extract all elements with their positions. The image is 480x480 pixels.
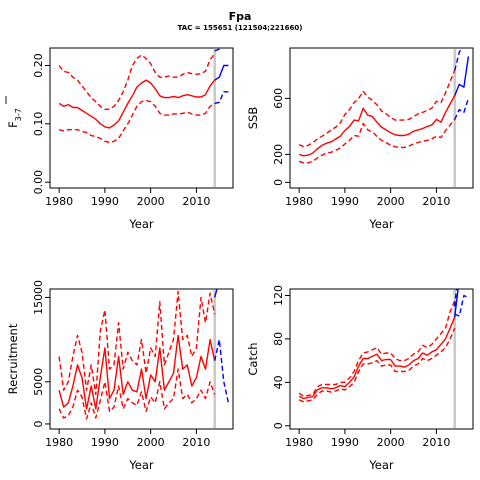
historic-upper-line [58,53,216,111]
x-tick-label: 2000 [377,195,405,208]
historic-upper-line [298,70,456,148]
historic-median-line [58,79,216,129]
x-tick-label: 2000 [137,195,165,208]
forecast-median-line [454,289,459,318]
x-tick-label: 1980 [285,436,313,449]
y-tick-label: 0 [32,420,45,427]
y-tick-label: 0 [272,179,285,186]
y-axis-label-main: Recruitment [6,323,20,394]
y-axis-label: Recruitment [6,323,20,394]
y-tick-label: 200 [272,144,285,165]
forecast-lower-line [214,338,230,404]
historic-upper-line [298,300,456,398]
plot-frame [289,47,474,189]
y-tick-label: 120 [272,285,285,306]
y-tick-label: 0 [272,422,285,429]
x-tick-label: 2010 [422,436,450,449]
y-tick-label: 40 [272,375,285,389]
y-axis-label: SSB [246,107,260,130]
y-tick-label: 600 [272,88,285,109]
y-tick-label: 0.10 [32,112,45,137]
x-axis-label: Year [368,458,394,472]
y-tick-label: 80 [272,332,285,346]
historic-median-line [298,316,456,400]
historic-median-line [298,95,456,157]
forecast-upper-line [214,48,221,52]
series-group [58,196,230,420]
x-tick-label: 2000 [137,436,165,449]
y-axis-label-main: SSB [246,107,260,130]
y-axis-label-main: Catch [246,342,260,375]
x-tick-label: 1990 [91,436,119,449]
y-tick-label: 0.00 [32,170,45,195]
y-axis-label-subscript: 3-7 [14,108,23,121]
y-tick-label: 0.20 [32,53,45,78]
historic-lower-line [298,327,456,403]
x-tick-label: 2010 [182,436,210,449]
forecast-median-line [214,64,229,81]
historic-upper-line [58,290,216,396]
f-panel: 1980 1990 2000 2010 0.00 0.10 0.20 Year F3-7 [5,47,234,231]
y-tick-label: 5000 [32,368,45,396]
plot-frame [49,288,234,430]
series-group [58,48,229,144]
x-tick-label: 1980 [285,195,313,208]
x-tick-label: 1990 [331,436,359,449]
y-tick-label: 15000 [32,280,45,315]
recruitment-panel: 1980 1990 2000 2010 0 5000 15000 Year Recruitmen… [6,196,234,472]
x-tick-label: 2010 [182,195,210,208]
x-axis-label: Year [128,458,154,472]
historic-lower-line [298,118,456,164]
forecast-upper-line [215,196,229,285]
y-axis-label: Catch [246,342,260,375]
ssb-panel: 1980 1990 2000 2010 0 200 600 Year SSB [246,47,474,231]
series-group [298,289,469,403]
forecast-lower-line [454,98,470,120]
forecast-lower-line [214,91,229,105]
forecast-upper-line [454,48,463,71]
x-axis-label: Year [128,217,154,231]
forecast-median-line [454,56,470,96]
historic-lower-line [58,368,216,420]
x-tick-label: 2000 [377,436,405,449]
historic-median-line [58,334,216,410]
catch-panel: 1980 1990 2000 2010 0 40 80 120 Year Catch [246,285,474,472]
y-axis-label: F3-7 [6,108,23,128]
forecast-lower-line [454,294,469,317]
x-tick-label: 1990 [91,195,119,208]
y-axis-label-main: F [6,121,20,128]
x-axis-label: Year [368,217,394,231]
x-tick-label: 2010 [422,195,450,208]
x-tick-label: 1990 [331,195,359,208]
forecast-median-line [214,289,218,298]
figure-title: Fpa [228,10,252,23]
plot-frame [49,47,234,189]
series-group [298,48,470,164]
figure-subtitle: TAC = 155651 (121504;221660) [177,24,303,32]
x-tick-label: 1980 [45,436,73,449]
plot-frame [289,288,474,430]
x-tick-label: 1980 [45,195,73,208]
historic-lower-line [58,99,216,144]
